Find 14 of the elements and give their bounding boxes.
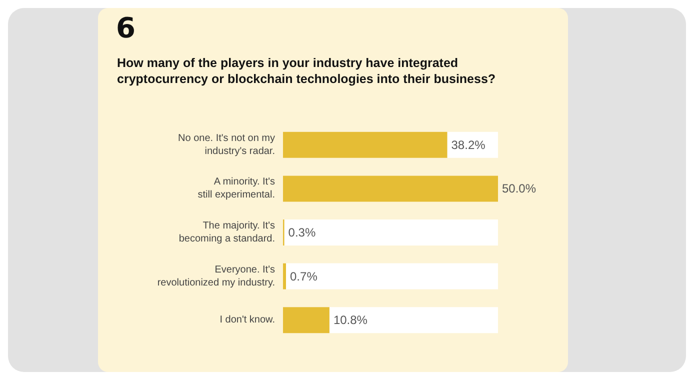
- text: 6: [116, 12, 136, 44]
- data-label: 38.2%: [451, 138, 486, 152]
- bar: [283, 307, 330, 334]
- data-label: 0.7%: [290, 269, 318, 284]
- data-label: 0.3%: [288, 226, 316, 240]
- y-tick-label: I don't know.: [220, 314, 275, 326]
- data-label: 10.8%: [333, 313, 368, 328]
- y-tick-label: The majority. It's becoming a standard.: [178, 220, 275, 244]
- y-tick-label: A minority. It's still experimental.: [198, 176, 275, 201]
- bar: [283, 263, 286, 290]
- y-tick-label: No one. It's not on my industry's radar.: [178, 132, 275, 157]
- chart-title: How many of the players in your industry have integrated cryptocurrency or blockchain technologies into their business?: [117, 56, 496, 86]
- y-tick-label: Everyone. It's revolutionized my industry.: [157, 264, 275, 288]
- data-label: 50.0%: [502, 182, 536, 196]
